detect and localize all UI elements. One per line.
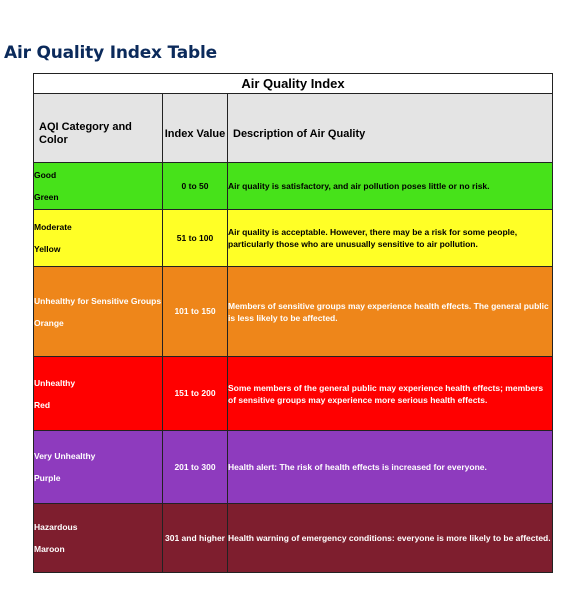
header-row: AQI Category and Color Index Value Descr…	[33, 93, 554, 163]
header-index: Index Value	[162, 93, 228, 163]
category-color-name: Maroon	[34, 544, 65, 554]
description-cell: Health warning of emergency conditions: …	[226, 503, 554, 573]
category-color-name: Green	[34, 192, 59, 202]
category-name: Unhealthy	[34, 377, 76, 388]
aqi-table: Air Quality Index AQI Category and Color…	[32, 73, 554, 573]
category-color-name: Yellow	[34, 244, 61, 254]
category-name: Hazardous	[34, 522, 78, 532]
description-cell: Air quality is acceptable. However, ther…	[226, 209, 554, 267]
table-row: Hazardous Maroon 301 and higher Health w…	[33, 503, 554, 573]
index-value: 51 to 100	[162, 209, 228, 267]
description-cell: Members of sensitive groups may experien…	[226, 266, 554, 357]
category-name: Very Unhealthy	[34, 451, 96, 461]
index-value: 0 to 50	[162, 162, 228, 210]
category-cell: Unhealthy Red	[33, 356, 163, 431]
category-color-name: Orange	[34, 317, 64, 328]
category-cell: Very Unhealthy Purple	[33, 430, 163, 504]
index-value: 101 to 150	[162, 266, 228, 357]
header-category: AQI Category and Color	[33, 93, 163, 163]
category-cell: Hazardous Maroon	[33, 503, 163, 573]
category-cell: Moderate Yellow	[33, 209, 163, 267]
table-row: Moderate Yellow 51 to 100 Air quality is…	[33, 209, 554, 267]
description-cell: Some members of the general public may e…	[226, 356, 554, 431]
table-row: Unhealthy Red 151 to 200 Some members of…	[33, 356, 554, 431]
index-value: 151 to 200	[162, 356, 228, 431]
category-cell: Good Green	[33, 162, 163, 210]
table-caption: Air Quality Index	[32, 73, 554, 94]
table-row: Unhealthy for Sensitive Groups Orange 10…	[33, 266, 554, 357]
category-name: Unhealthy for Sensitive Groups	[34, 295, 162, 306]
index-value: 201 to 300	[162, 430, 228, 504]
description-cell: Air quality is satisfactory, and air pol…	[226, 162, 554, 210]
description-cell: Health alert: The risk of health effects…	[226, 430, 554, 504]
category-name: Moderate	[34, 222, 72, 232]
header-description: Description of Air Quality	[226, 93, 554, 163]
table-row: Very Unhealthy Purple 201 to 300 Health …	[33, 430, 554, 504]
category-cell: Unhealthy for Sensitive Groups Orange	[33, 266, 163, 357]
index-value: 301 and higher	[162, 503, 228, 573]
page-title: Air Quality Index Table	[4, 43, 217, 63]
category-color-name: Red	[34, 399, 51, 410]
category-color-name: Purple	[34, 473, 61, 483]
category-name: Good	[34, 170, 57, 180]
table-row: Good Green 0 to 50 Air quality is satisf…	[33, 162, 554, 210]
